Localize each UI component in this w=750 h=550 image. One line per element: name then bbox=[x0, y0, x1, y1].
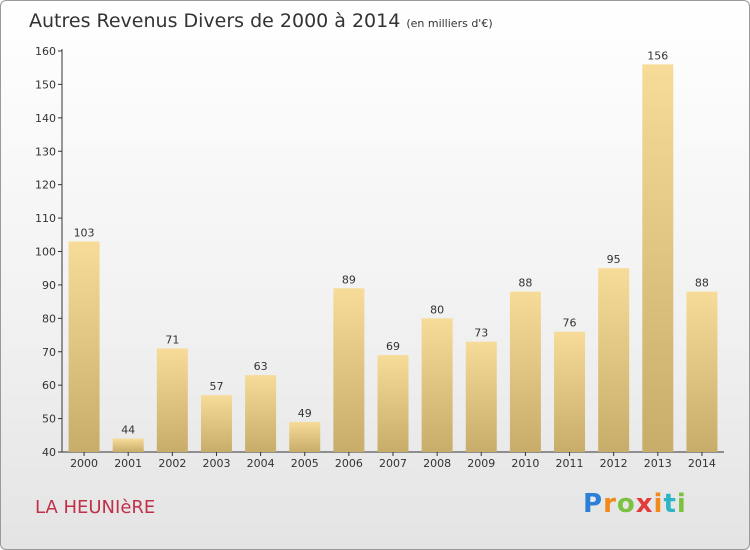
bar-2005 bbox=[289, 421, 321, 452]
y-tick-label: 100 bbox=[35, 246, 56, 259]
data-label-2000: 103 bbox=[74, 226, 95, 239]
x-tick-label-2004: 2004 bbox=[247, 457, 275, 470]
x-tick-label-2010: 2010 bbox=[511, 457, 539, 470]
data-label-2010: 88 bbox=[518, 277, 532, 290]
y-tick-label: 70 bbox=[42, 346, 56, 359]
data-label-2011: 76 bbox=[563, 317, 577, 330]
bar-2001 bbox=[112, 438, 144, 452]
data-label-2006: 89 bbox=[342, 273, 356, 286]
x-tick-label-2009: 2009 bbox=[467, 457, 495, 470]
bar-2014 bbox=[686, 291, 718, 452]
y-tick-label: 40 bbox=[42, 446, 56, 459]
data-label-2008: 80 bbox=[430, 303, 444, 316]
x-axis: 2000 2001 2002 2003 2004 2005 2006 2007 2008 2009… bbox=[62, 451, 724, 470]
y-axis: 40 50 60 70 80 90 100 110 120 130 140 150 160 bbox=[35, 45, 63, 459]
y-tick-label: 50 bbox=[42, 413, 56, 426]
x-tick-label-2006: 2006 bbox=[335, 457, 363, 470]
x-tick-label-2013: 2013 bbox=[644, 457, 672, 470]
bar-2003 bbox=[200, 395, 232, 452]
bar-2000 bbox=[68, 241, 100, 452]
x-tick-label-2008: 2008 bbox=[423, 457, 451, 470]
proxiti-logo[interactable]: Proxiti bbox=[583, 489, 687, 519]
bar-2007 bbox=[377, 355, 409, 452]
bar-2002 bbox=[156, 348, 188, 452]
data-label-2005: 49 bbox=[298, 407, 312, 420]
data-label-2004: 63 bbox=[254, 360, 268, 373]
x-tick-label-2002: 2002 bbox=[158, 457, 186, 470]
chart-title-text: Autres Revenus Divers de 2000 à 2014 bbox=[29, 10, 401, 32]
x-tick-label-2011: 2011 bbox=[556, 457, 584, 470]
data-label-2003: 57 bbox=[209, 380, 223, 393]
data-label-2007: 69 bbox=[386, 340, 400, 353]
chart-title: Autres Revenus Divers de 2000 à 2014 (en … bbox=[29, 10, 493, 32]
data-label-2014: 88 bbox=[695, 277, 709, 290]
data-label-2002: 71 bbox=[165, 333, 179, 346]
x-tick-label-2000: 2000 bbox=[70, 457, 98, 470]
bar-2008 bbox=[421, 318, 453, 452]
y-tick-label: 160 bbox=[35, 45, 56, 58]
data-label-2009: 73 bbox=[474, 327, 488, 340]
bar-2010 bbox=[509, 291, 541, 452]
x-tick-label-2001: 2001 bbox=[114, 457, 142, 470]
data-label-2013: 156 bbox=[647, 49, 668, 62]
x-tick-label-2007: 2007 bbox=[379, 457, 407, 470]
y-tick-label: 80 bbox=[42, 312, 56, 325]
bar-series: 103 44 71 57 63 49 89 69 80 73 88 76 95 156 88 bbox=[68, 49, 718, 452]
y-tick-label: 140 bbox=[35, 112, 56, 125]
bar-2009 bbox=[465, 341, 497, 452]
y-tick-label: 150 bbox=[35, 78, 56, 91]
bar-2004 bbox=[245, 375, 277, 452]
y-tick-label: 120 bbox=[35, 179, 56, 192]
bar-2013 bbox=[642, 64, 674, 452]
bar-2006 bbox=[333, 288, 365, 452]
y-tick-label: 110 bbox=[35, 212, 56, 225]
x-tick-label-2003: 2003 bbox=[202, 457, 230, 470]
x-tick-label-2012: 2012 bbox=[600, 457, 628, 470]
x-tick-label-2014: 2014 bbox=[688, 457, 716, 470]
bar-2012 bbox=[598, 268, 630, 452]
data-label-2001: 44 bbox=[121, 424, 135, 437]
x-tick-label-2005: 2005 bbox=[291, 457, 319, 470]
place-name: LA HEUNIèRE bbox=[35, 497, 156, 518]
y-tick-label: 90 bbox=[42, 279, 56, 292]
y-tick-label: 130 bbox=[35, 145, 56, 158]
y-tick-label: 60 bbox=[42, 379, 56, 392]
data-label-2012: 95 bbox=[607, 253, 621, 266]
bar-2011 bbox=[554, 331, 586, 452]
chart-subtitle: (en milliers d'€) bbox=[406, 17, 493, 30]
